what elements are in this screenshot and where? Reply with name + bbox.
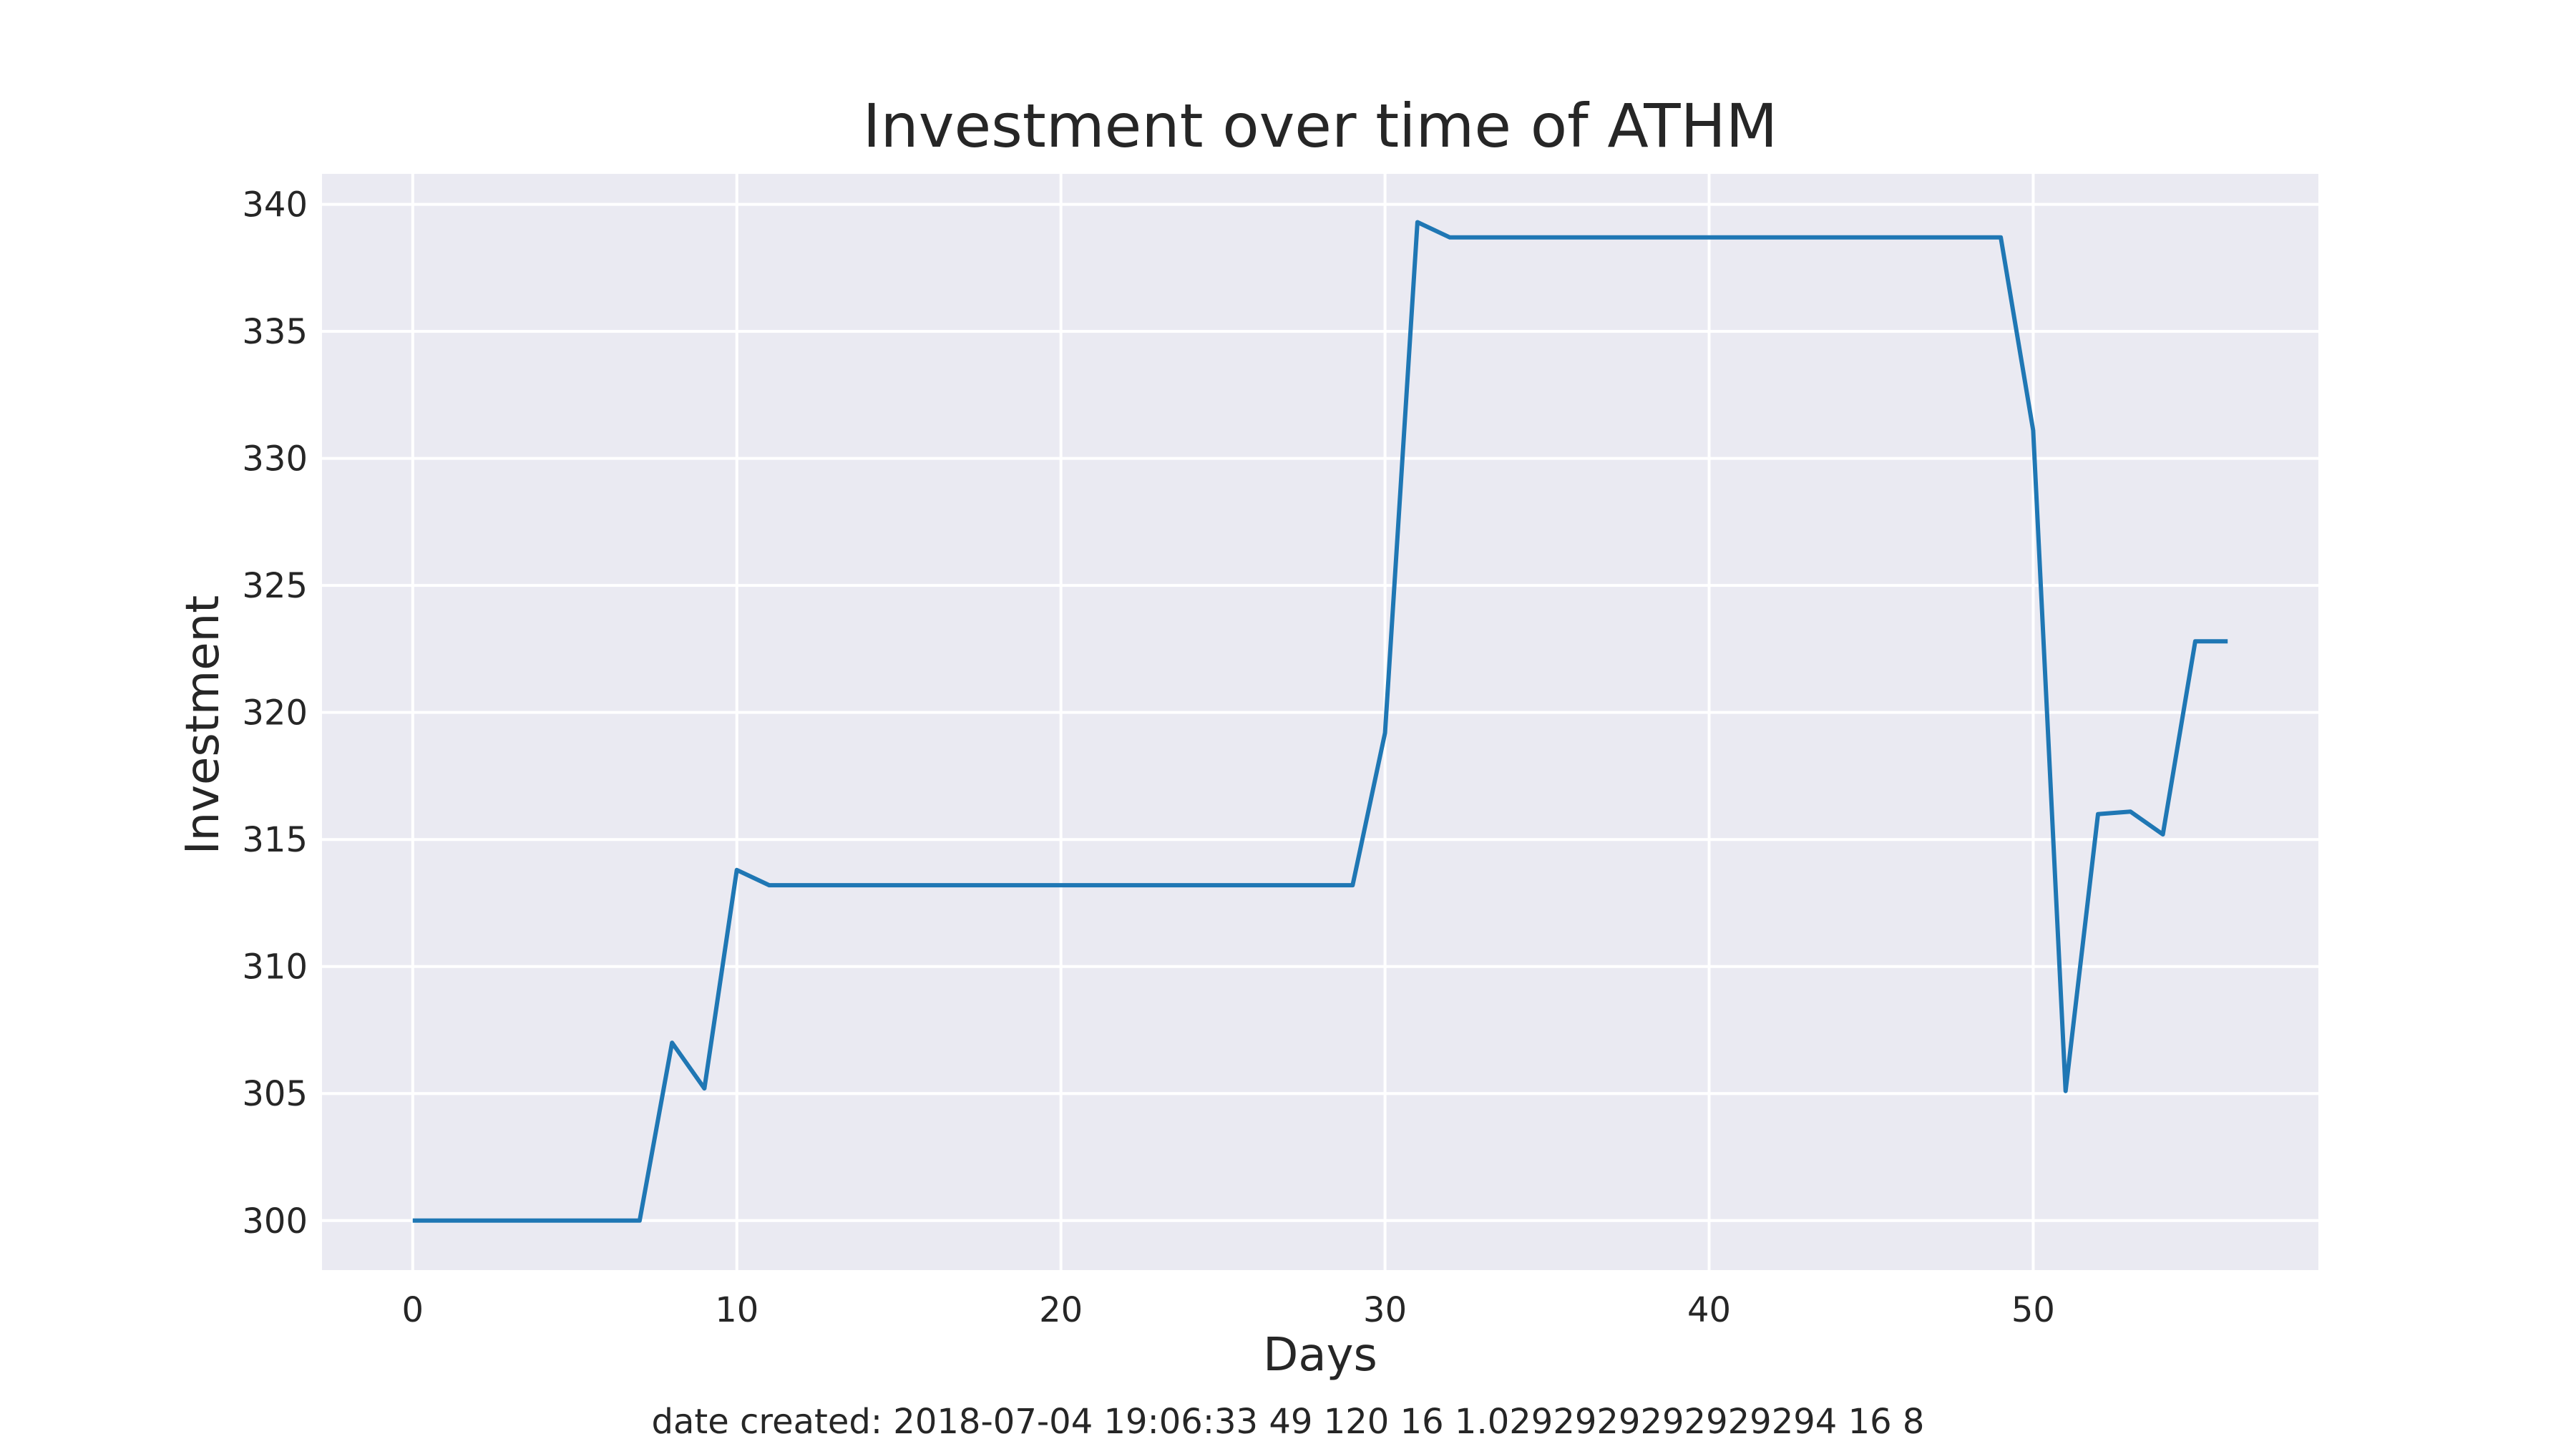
y-tick-label: 340	[242, 185, 308, 225]
series-line	[412, 220, 2228, 1223]
x-tick-label: 10	[715, 1290, 758, 1330]
plot-area	[322, 174, 2318, 1270]
x-tick-label: 20	[1039, 1290, 1083, 1330]
y-tick-label: 305	[242, 1074, 308, 1114]
grid	[322, 174, 2318, 1270]
y-tick-label: 300	[242, 1201, 308, 1241]
x-tick-label: 0	[402, 1290, 424, 1330]
x-tick-label: 40	[1687, 1290, 1731, 1330]
tick-labels: 0 10 20 30 40 50 300 305 310 315 320 325 330 335 340	[242, 185, 2055, 1330]
y-tick-label: 330	[242, 439, 308, 479]
y-tick-label: 315	[242, 820, 308, 860]
x-tick-label: 30	[1363, 1290, 1407, 1330]
x-tick-label: 50	[2011, 1290, 2055, 1330]
y-tick-label: 320	[242, 693, 308, 733]
footnote: date created: 2018-07-04 19:06:33 49 120…	[652, 1402, 1925, 1442]
y-tick-label: 335	[242, 312, 308, 352]
y-axis-label: Investment	[177, 595, 230, 855]
y-tick-label: 325	[242, 566, 308, 606]
chart-title: Investment over time of ATHM	[863, 91, 1778, 161]
x-axis-label: Days	[1263, 1329, 1377, 1382]
y-tick-label: 310	[242, 947, 308, 987]
series-layer	[412, 220, 2228, 1223]
